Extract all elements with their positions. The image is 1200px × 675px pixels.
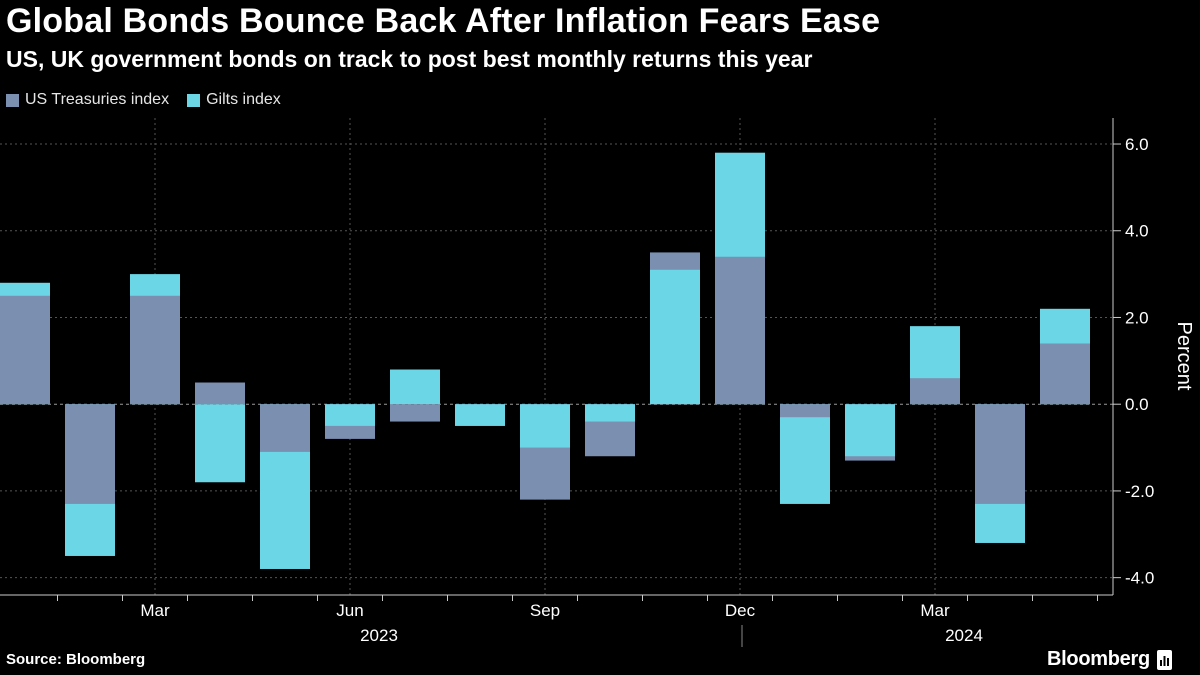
bar-gilts	[520, 404, 570, 448]
bar-us-treasuries	[195, 382, 245, 405]
bar-us-treasuries	[780, 404, 830, 418]
bar-us-treasuries	[975, 404, 1025, 504]
year-label: 2023	[360, 626, 398, 645]
y-tick-label: 4.0	[1125, 222, 1149, 241]
x-tick-label: Mar	[140, 601, 170, 620]
bar-gilts	[650, 269, 700, 405]
bar-us-treasuries	[910, 378, 960, 405]
y-tick-label: 6.0	[1125, 135, 1149, 154]
bar-gilts	[780, 404, 830, 504]
chart-subtitle: US, UK government bonds on track to post…	[6, 46, 813, 72]
year-label: 2024	[945, 626, 983, 645]
y-tick-label: 2.0	[1125, 308, 1149, 327]
y-tick-label: -4.0	[1125, 569, 1154, 588]
bar-us-treasuries	[1040, 343, 1090, 405]
source-note: Source: Bloomberg	[6, 651, 146, 668]
y-axis-label: Percent	[1173, 322, 1195, 391]
bar-gilts	[325, 404, 375, 426]
bar-gilts	[390, 369, 440, 405]
bloomberg-terminal-icon	[1156, 649, 1172, 670]
bar-us-treasuries	[390, 404, 440, 422]
legend: US Treasuries index Gilts index	[6, 91, 281, 109]
bar-gilts	[585, 404, 635, 422]
legend-item-us-treasuries: US Treasuries index	[6, 91, 169, 109]
x-tick-label: Jun	[336, 601, 363, 620]
bar-us-treasuries	[715, 256, 765, 405]
bar-gilts	[455, 404, 505, 426]
bar-gilts	[845, 404, 895, 457]
legend-swatch-us-treasuries	[6, 93, 19, 107]
legend-label-gilts: Gilts index	[206, 91, 281, 108]
bar-us-treasuries	[130, 295, 180, 405]
legend-swatch-gilts	[187, 93, 201, 107]
bar-us-treasuries	[65, 404, 115, 504]
legend-label-us-treasuries: US Treasuries index	[25, 91, 170, 108]
bar-us-treasuries	[0, 295, 50, 405]
x-tick-label: Mar	[920, 601, 950, 620]
x-tick-label: Sep	[530, 601, 560, 620]
legend-item-gilts: Gilts index	[187, 91, 281, 109]
x-tick-label: Dec	[725, 601, 756, 620]
chart-title: Global Bonds Bounce Back After Inflation…	[6, 2, 881, 40]
brand-name: Bloomberg	[1047, 648, 1150, 670]
bloomberg-logo: Bloomberg	[1047, 648, 1172, 671]
bar-us-treasuries	[260, 404, 310, 452]
y-tick-label: 0.0	[1125, 395, 1149, 414]
bar-gilts	[195, 404, 245, 483]
y-tick-label: -2.0	[1125, 482, 1154, 501]
